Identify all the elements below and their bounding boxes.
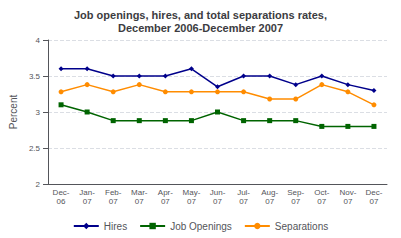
svg-text:Oct-: Oct- [314, 188, 329, 197]
svg-text:07: 07 [291, 197, 300, 206]
svg-text:07: 07 [239, 197, 248, 206]
svg-text:2: 2 [36, 180, 41, 189]
svg-text:Jul-: Jul- [237, 188, 250, 197]
svg-text:Jan-: Jan- [79, 188, 95, 197]
svg-text:3: 3 [36, 108, 41, 117]
svg-text:December 2006-December 2007: December 2006-December 2007 [118, 22, 283, 34]
svg-text:Sep-: Sep- [287, 188, 304, 197]
svg-text:07: 07 [135, 197, 144, 206]
svg-text:07: 07 [370, 197, 379, 206]
svg-text:Hires: Hires [104, 221, 127, 232]
svg-text:Separations: Separations [275, 221, 328, 232]
svg-text:07: 07 [83, 197, 92, 206]
svg-text:Dec-: Dec- [366, 188, 383, 197]
svg-text:Job Openings: Job Openings [170, 221, 232, 232]
svg-text:07: 07 [317, 197, 326, 206]
svg-text:Nov-: Nov- [339, 188, 356, 197]
svg-text:May-: May- [183, 188, 201, 197]
svg-text:Percent: Percent [8, 95, 19, 130]
svg-text:Feb-: Feb- [105, 188, 122, 197]
svg-text:07: 07 [343, 197, 352, 206]
svg-text:Job openings, hires, and total: Job openings, hires, and total separatio… [74, 9, 327, 21]
svg-text:Aug-: Aug- [261, 188, 278, 197]
svg-text:Jun-: Jun- [210, 188, 226, 197]
svg-text:07: 07 [213, 197, 222, 206]
svg-text:Dec-: Dec- [53, 188, 70, 197]
svg-text:07: 07 [161, 197, 170, 206]
svg-text:07: 07 [265, 197, 274, 206]
svg-text:3.5: 3.5 [29, 72, 41, 81]
svg-text:07: 07 [187, 197, 196, 206]
svg-text:06: 06 [57, 197, 66, 206]
svg-text:07: 07 [109, 197, 118, 206]
svg-text:Apr-: Apr- [158, 188, 173, 197]
svg-text:4: 4 [36, 36, 41, 45]
svg-text:2.5: 2.5 [29, 144, 41, 153]
svg-text:Mar-: Mar- [131, 188, 148, 197]
